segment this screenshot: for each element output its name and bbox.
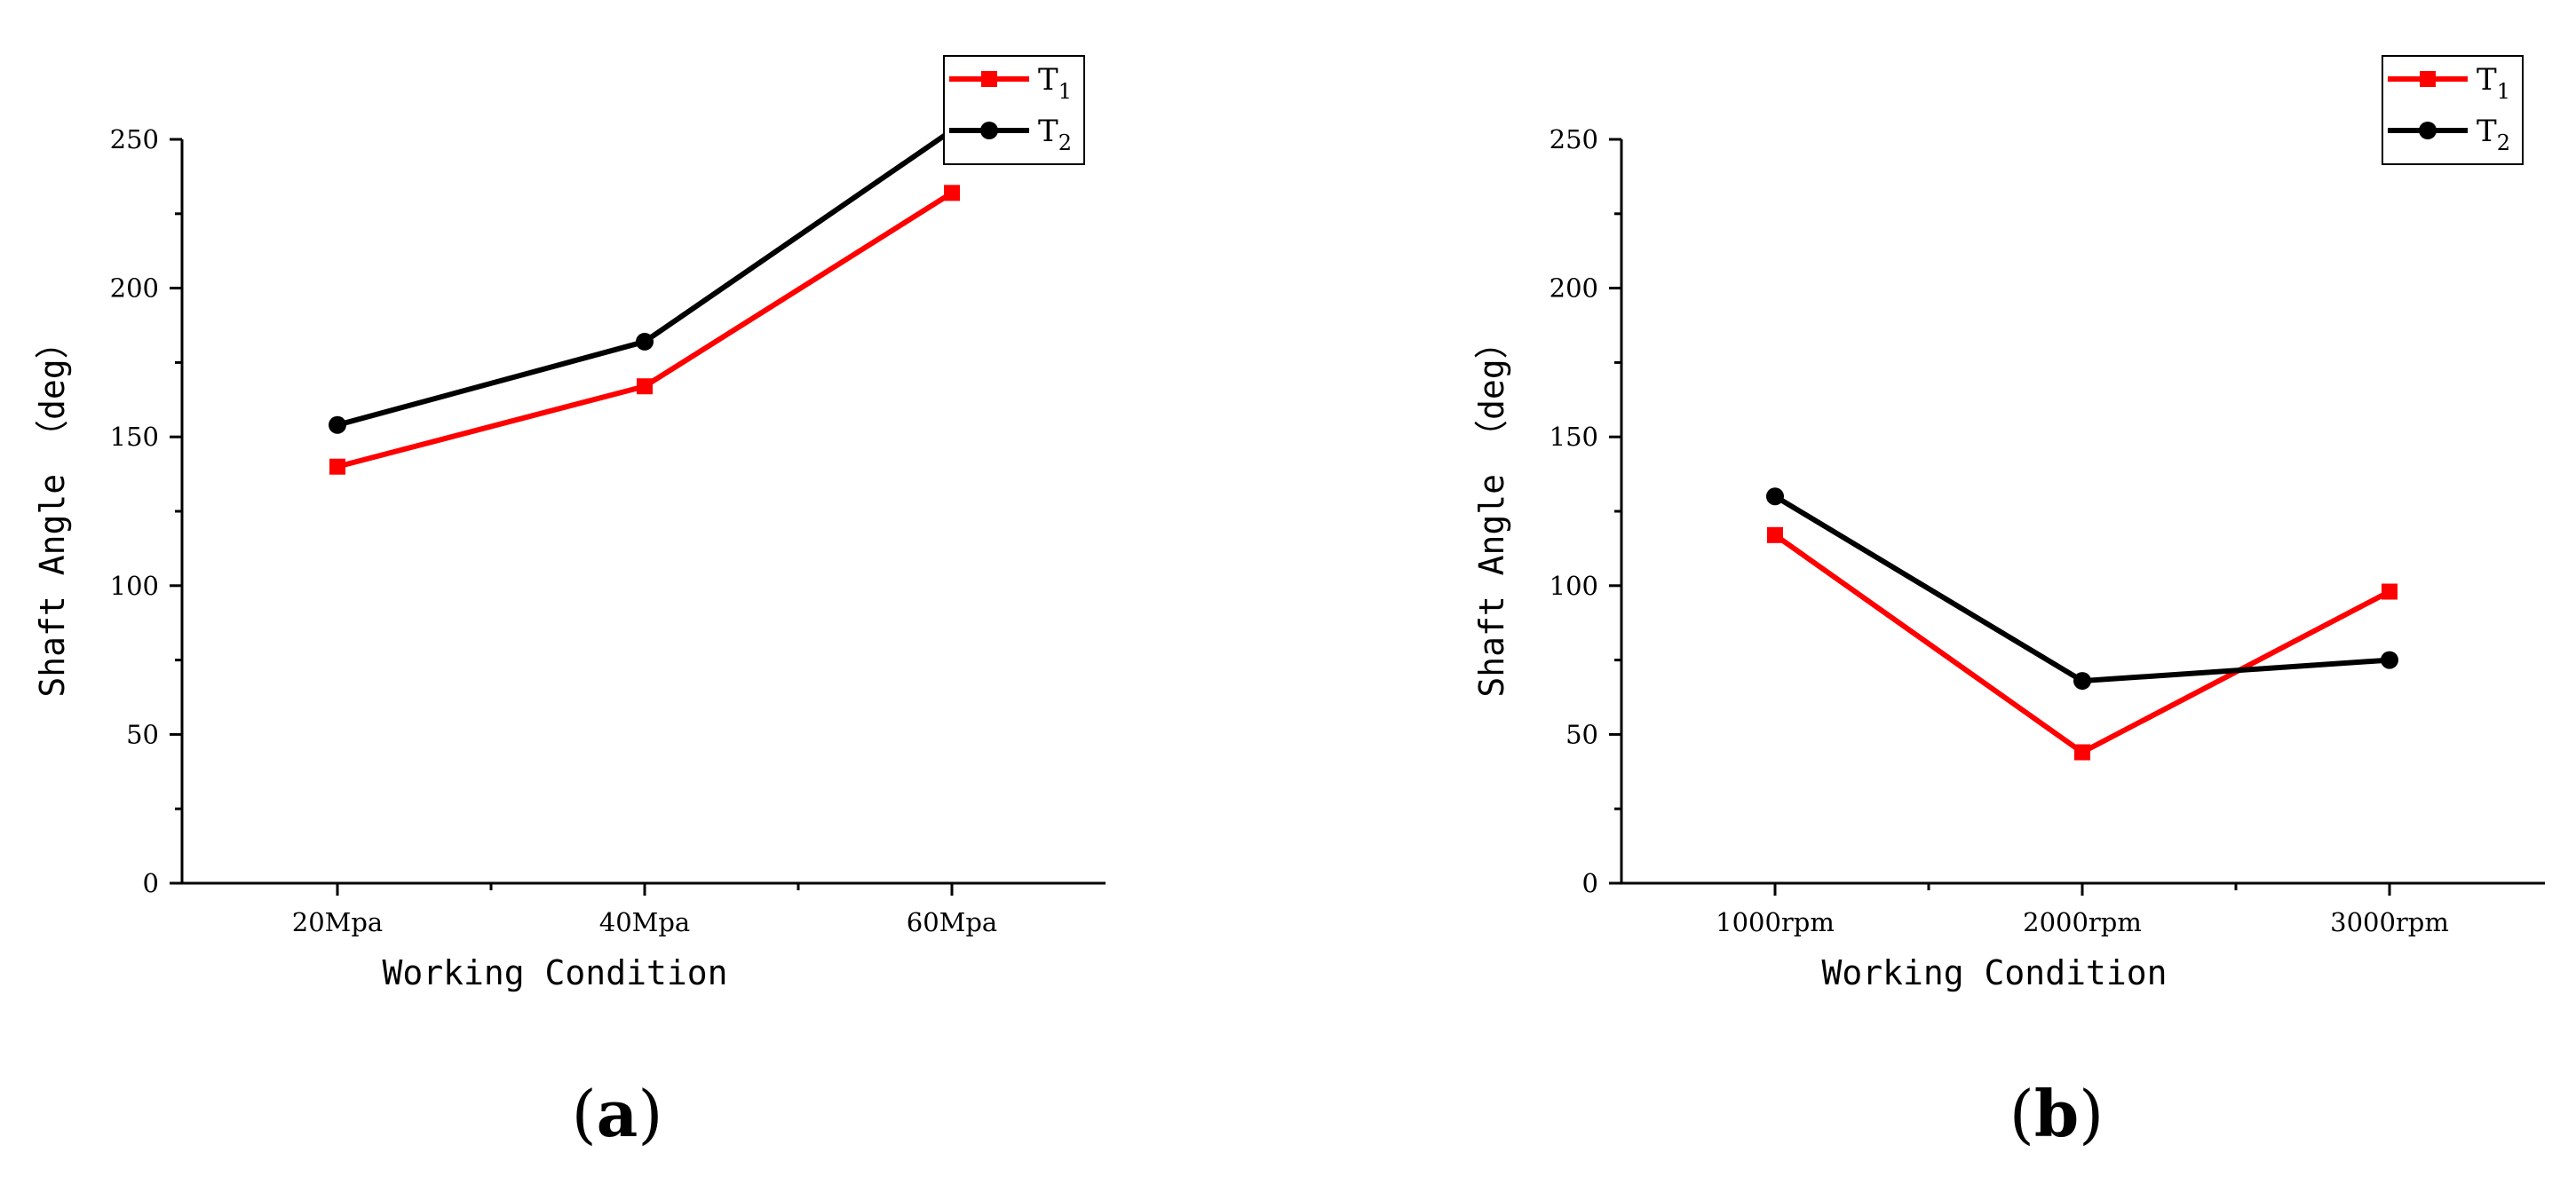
data-point (2073, 672, 2091, 691)
panel-letter: a (597, 1076, 638, 1151)
chart-panel-b: 0 50 100 150 200 250 1000rpm 2000rpm 3000rpm Work… (1472, 55, 2545, 1151)
y-tick-label: 250 (110, 124, 159, 154)
series-T2 (1766, 487, 2398, 691)
series-T1 (329, 185, 960, 475)
x-tick-label: 1000rpm (1716, 907, 1835, 937)
y-tick-label: 200 (1550, 273, 1598, 304)
legend-marker (2420, 71, 2436, 87)
data-point (2381, 651, 2398, 669)
legend-marker (981, 71, 997, 87)
y-tick-label: 0 (143, 868, 159, 898)
y-tick-label: 150 (110, 422, 159, 452)
data-point (1766, 487, 1784, 506)
legend-box (943, 55, 1085, 165)
data-point (2382, 583, 2398, 600)
y-tick-label: 0 (1582, 868, 1598, 898)
y-tick-label: 100 (110, 571, 159, 601)
data-point (637, 378, 653, 395)
y-axis-title: Shaft Angle （deg） (1472, 325, 1511, 697)
x-tick-label: 3000rpm (2330, 907, 2449, 937)
y-tick-label: 150 (1550, 422, 1598, 452)
data-point (944, 185, 960, 201)
legend-subscript: 2 (1058, 130, 1072, 155)
panel-label: (a) (572, 1076, 663, 1151)
legend-subscript: 2 (2497, 130, 2510, 155)
y-tick-label: 100 (1550, 571, 1598, 601)
series-line (337, 190, 954, 470)
data-point (329, 458, 345, 475)
x-tick-label: 60Mpa (907, 907, 997, 937)
y-tick-label: 50 (1565, 719, 1598, 749)
legend-subscript: 1 (1058, 79, 1072, 104)
legend-marker (980, 122, 998, 139)
legend-subscript: 1 (2497, 79, 2510, 104)
panel-letter: b (2034, 1076, 2079, 1151)
series-line (1773, 494, 2390, 684)
legend-box (2382, 55, 2524, 165)
x-axis-title: Working Condition (383, 953, 728, 992)
y-axis-title: Shaft Angle （deg） (33, 325, 72, 697)
x-tick-label: 20Mpa (292, 907, 383, 937)
x-axis-title: Working Condition (1822, 953, 2168, 992)
data-point (2074, 744, 2090, 761)
y-tick-label: 250 (1550, 124, 1598, 154)
series-line (1773, 533, 2391, 755)
data-point (1767, 526, 1783, 543)
y-tick-label: 200 (110, 273, 159, 304)
data-point (329, 415, 346, 434)
x-tick-label: 40Mpa (599, 907, 690, 937)
panel-label: (b) (2009, 1076, 2104, 1151)
series-T1 (1767, 526, 2398, 761)
chart-panel-a: 0 50 100 150 200 250 20Mpa 40Mpa 60Mpa Working Co… (33, 55, 1106, 1151)
legend-marker (2419, 122, 2437, 139)
legend-label: T2 (2477, 114, 2510, 155)
y-tick-label: 50 (126, 719, 159, 749)
data-point (636, 332, 654, 351)
x-tick-label: 2000rpm (2023, 907, 2142, 937)
